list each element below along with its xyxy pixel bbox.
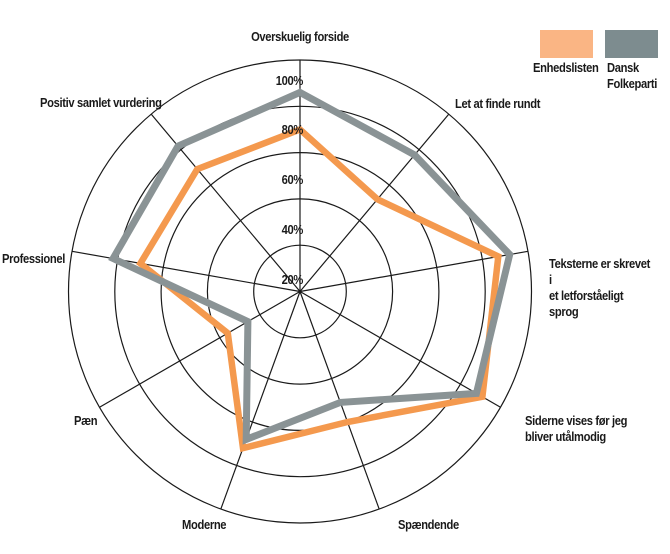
axis-label-overskuelig-forside: Overskuelig forside <box>251 29 349 44</box>
ring-label-60: 60% <box>281 172 304 187</box>
axis-label-moderne: Moderne <box>182 517 227 532</box>
ring-label-80: 80% <box>281 122 304 137</box>
axis-spoke-2 <box>299 250 529 293</box>
series-polygon-dansk-folkeparti <box>108 88 514 445</box>
axis-label-professionel: Professionel <box>2 251 65 266</box>
axis-spoke-1 <box>299 113 450 292</box>
axis-label-positiv-samlet-vurdering: Positiv samlet vurdering <box>40 95 162 110</box>
legend-label-enhedslisten: Enhedslisten <box>533 60 599 75</box>
axis-spoke-5 <box>220 291 301 510</box>
legend-label-dansk-folkeparti: Dansk Folkeparti <box>607 60 657 91</box>
axis-spoke-6 <box>99 290 301 408</box>
axis-label-let-at-finde-rundt: Let at finde rundt <box>455 96 541 111</box>
axis-label-teksterne: Teksterne er skrevet i et letforståeligt… <box>549 256 651 319</box>
legend-swatch-dansk-folkeparti <box>605 30 658 58</box>
series-polygon-enhedslisten <box>136 125 502 453</box>
ring-label-100: 100% <box>275 73 304 88</box>
axis-label-spaendende: Spændende <box>398 517 459 532</box>
legend-swatch-enhedslisten <box>540 30 593 58</box>
axis-label-siderne: Siderne vises før jeg bliver utålmodig <box>525 413 628 444</box>
ring-label-20: 20% <box>281 272 304 287</box>
axis-spoke-3 <box>299 290 501 408</box>
ring-label-40: 40% <box>281 222 304 237</box>
axis-label-paen: Pæn <box>74 413 98 428</box>
